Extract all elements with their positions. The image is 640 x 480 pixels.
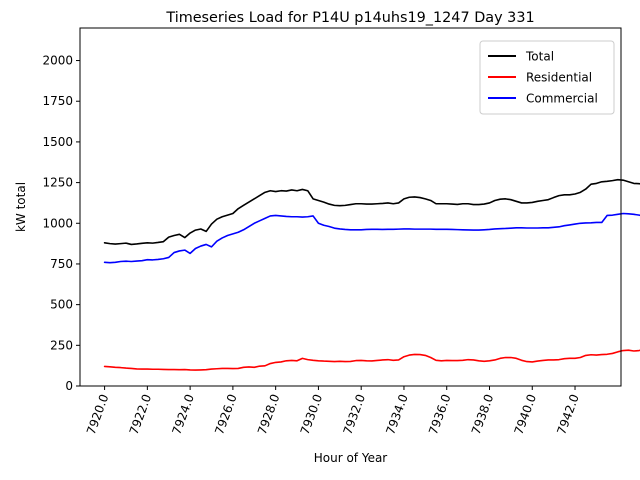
legend: Total Residential Commercial [479,40,615,115]
x-tick-label: 7936.0 [426,392,454,436]
chart-title: Timeseries Load for P14U p14uhs19_1247 D… [165,10,534,26]
plot-frame [79,27,622,387]
legend-box [479,40,615,115]
y-axis-label: kW total [14,182,28,232]
y-axis-ticks: 0 250 500 750 1000 1250 1500 1750 2000 [42,54,80,393]
x-axis-ticks: 7920.0 7922.0 7924.0 7926.0 7928.0 7930.0 7932… [84,386,582,436]
y-tick-label: 1750 [42,94,73,108]
x-tick-label: 7938.0 [469,392,497,436]
series-line-commercial [103,212,640,264]
x-axis-label: Hour of Year [314,451,388,465]
x-tick-label: 7924.0 [169,392,197,436]
y-tick-label: 1500 [42,135,73,149]
x-tick-label: 7930.0 [298,392,326,436]
y-tick-label: 2000 [42,54,73,68]
x-tick-label: 7940.0 [512,392,540,436]
x-tick-label: 7932.0 [340,392,368,436]
series-layer [103,178,640,371]
legend-label-commercial: Commercial [526,92,598,106]
x-tick-label: 7942.0 [554,392,582,436]
x-tick-label: 7928.0 [255,392,283,436]
legend-entry-total: Total [488,50,554,64]
legend-entry-residential: Residential [488,71,592,85]
y-tick-label: 1000 [42,216,73,230]
legend-label-residential: Residential [526,71,592,85]
y-tick-label: 750 [50,257,73,271]
legend-entry-commercial: Commercial [488,92,598,106]
x-tick-label: 7934.0 [383,392,411,436]
y-tick-label: 250 [50,338,73,352]
series-line-residential [103,349,640,371]
y-tick-label: 0 [65,379,73,393]
legend-label-total: Total [525,50,554,64]
y-tick-label: 500 [50,298,73,312]
x-tick-label: 7922.0 [127,392,155,436]
x-tick-label: 7920.0 [84,392,112,436]
series-line-total [103,178,640,246]
y-tick-label: 1250 [42,176,73,190]
x-tick-label: 7926.0 [212,392,240,436]
